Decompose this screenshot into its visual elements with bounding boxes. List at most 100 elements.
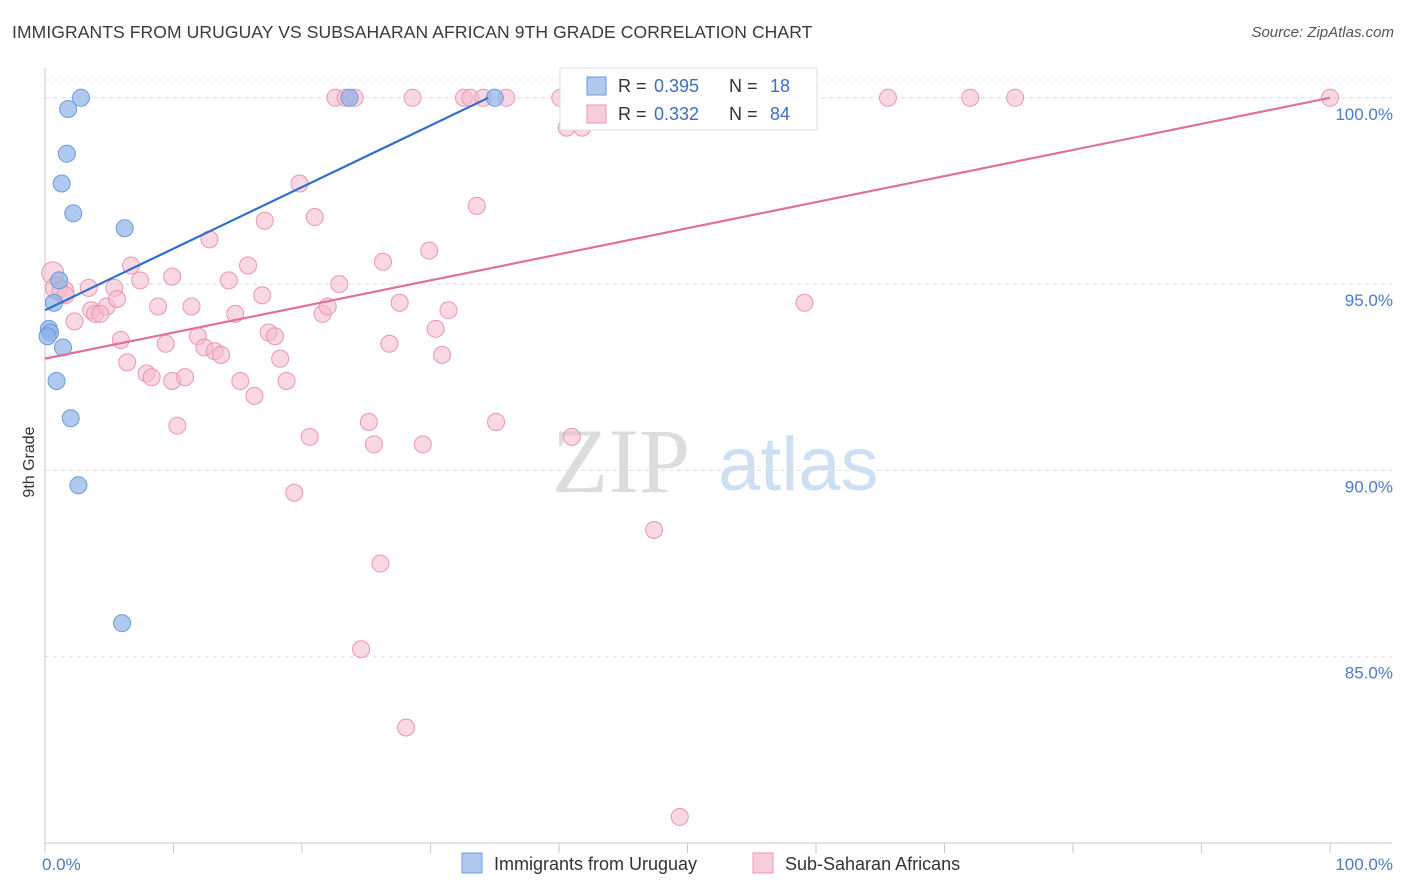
legend-r-value-0: 0.395	[654, 76, 699, 96]
bottom-legend-swatch-0	[461, 852, 483, 874]
subsaharan-point	[426, 319, 445, 338]
bottom-legend: Immigrants from Uruguay Sub-Saharan Afric…	[461, 852, 960, 874]
bottom-legend-swatch-1	[752, 852, 774, 874]
subsaharan-point	[277, 371, 296, 390]
y-tick-label-2: 90.0%	[1345, 477, 1393, 496]
uruguay-point	[64, 204, 83, 223]
subsaharan-point	[305, 208, 324, 227]
x-tick-label-0: 0.0%	[42, 855, 81, 874]
legend-n-value-1: 84	[770, 104, 790, 124]
subsaharan-point	[91, 304, 110, 323]
subsaharan-point	[168, 416, 187, 435]
subsaharan-point	[439, 301, 458, 320]
bottom-legend-label-0: Immigrants from Uruguay	[494, 854, 697, 874]
subsaharan-point	[111, 330, 130, 349]
subsaharan-point	[433, 345, 452, 364]
uruguay-point	[115, 219, 134, 238]
y-tick-label-0: 100.0%	[1335, 105, 1393, 124]
subsaharan-point	[397, 718, 416, 737]
watermark-atlas: atlas	[718, 422, 879, 507]
uruguay-point	[38, 327, 57, 346]
subsaharan-point	[266, 327, 285, 346]
subsaharan-point	[253, 286, 272, 305]
legend-swatch-1	[586, 104, 607, 124]
subsaharan-point	[403, 88, 422, 107]
tick-labels: 100.0% 95.0% 90.0% 85.0% 0.0% 100.0%	[42, 105, 1393, 874]
subsaharan-point	[285, 483, 304, 502]
subsaharan-trend-line	[44, 96, 1331, 360]
watermark-zip: ZIP	[552, 410, 690, 512]
axes	[44, 68, 1392, 853]
subsaharan-point	[359, 412, 378, 431]
legend-swatch-0	[586, 76, 607, 96]
source-credit: Source: ZipAtlas.com	[1251, 24, 1394, 41]
subsaharan-point	[245, 386, 264, 405]
legend-r-label-1: R =	[618, 104, 647, 124]
uruguay-point	[57, 144, 76, 163]
subsaharan-point	[390, 293, 409, 312]
y-tick-label-1: 95.0%	[1345, 291, 1393, 310]
uruguay-point	[113, 614, 132, 633]
subsaharan-point	[107, 290, 126, 309]
uruguay-point	[69, 476, 88, 495]
uruguay-point	[61, 409, 80, 428]
subsaharan-point	[131, 271, 150, 290]
subsaharan-point	[255, 211, 274, 230]
uruguay-trend-line	[44, 96, 489, 312]
subsaharan-point	[1006, 88, 1025, 107]
uruguay-point	[52, 174, 71, 193]
subsaharan-point	[176, 368, 195, 387]
subsaharan-point	[231, 371, 250, 390]
subsaharan-point	[371, 554, 390, 573]
subsaharan-point	[149, 297, 168, 316]
subsaharan-point	[182, 297, 201, 316]
legend-r-value-1: 0.332	[654, 104, 699, 124]
subsaharan-point	[271, 349, 290, 368]
legend-r-label-0: R =	[618, 76, 647, 96]
subsaharan-point	[163, 267, 182, 286]
subsaharan-point	[380, 334, 399, 353]
subsaharan-point	[420, 241, 439, 260]
subsaharan-point	[413, 435, 432, 454]
subsaharan-point	[562, 427, 581, 446]
legend: R = 0.395 N = 18 R = 0.332 N = 84	[559, 67, 818, 131]
y-tick-label-3: 85.0%	[1345, 664, 1393, 683]
subsaharan-point	[373, 252, 392, 271]
uruguay-point	[47, 371, 66, 390]
subsaharan-point	[142, 368, 161, 387]
subsaharan-point	[670, 807, 689, 826]
uruguay-point	[71, 88, 90, 107]
uruguay-point	[485, 88, 504, 107]
subsaharan-point	[878, 88, 897, 107]
uruguay-point	[50, 271, 69, 290]
data-points	[38, 88, 1339, 826]
legend-n-value-0: 18	[770, 76, 790, 96]
uruguay-point	[340, 88, 359, 107]
grid-lines	[45, 79, 1392, 658]
legend-n-label-0: N =	[729, 76, 758, 96]
y-axis-label: 9th Grade	[21, 426, 38, 497]
chart-title: IMMIGRANTS FROM URUGUAY VS SUBSAHARAN AF…	[12, 22, 813, 42]
subsaharan-point	[795, 293, 814, 312]
subsaharan-point	[79, 278, 98, 297]
subsaharan-point	[219, 271, 238, 290]
subsaharan-point	[487, 412, 506, 431]
x-tick-label-1: 100.0%	[1335, 855, 1393, 874]
subsaharan-point	[156, 334, 175, 353]
subsaharan-point	[645, 521, 664, 540]
bottom-legend-label-1: Sub-Saharan Africans	[785, 854, 960, 874]
legend-n-label-1: N =	[729, 104, 758, 124]
uruguay-point	[59, 99, 78, 118]
subsaharan-point	[118, 353, 137, 372]
subsaharan-point	[300, 427, 319, 446]
subsaharan-point	[352, 640, 371, 659]
subsaharan-point	[961, 88, 980, 107]
watermark: ZIP atlas	[552, 410, 879, 512]
subsaharan-point	[364, 435, 383, 454]
subsaharan-point	[65, 312, 84, 331]
subsaharan-point	[467, 196, 486, 215]
subsaharan-point	[239, 256, 258, 275]
subsaharan-point	[212, 345, 231, 364]
subsaharan-point	[330, 275, 349, 294]
